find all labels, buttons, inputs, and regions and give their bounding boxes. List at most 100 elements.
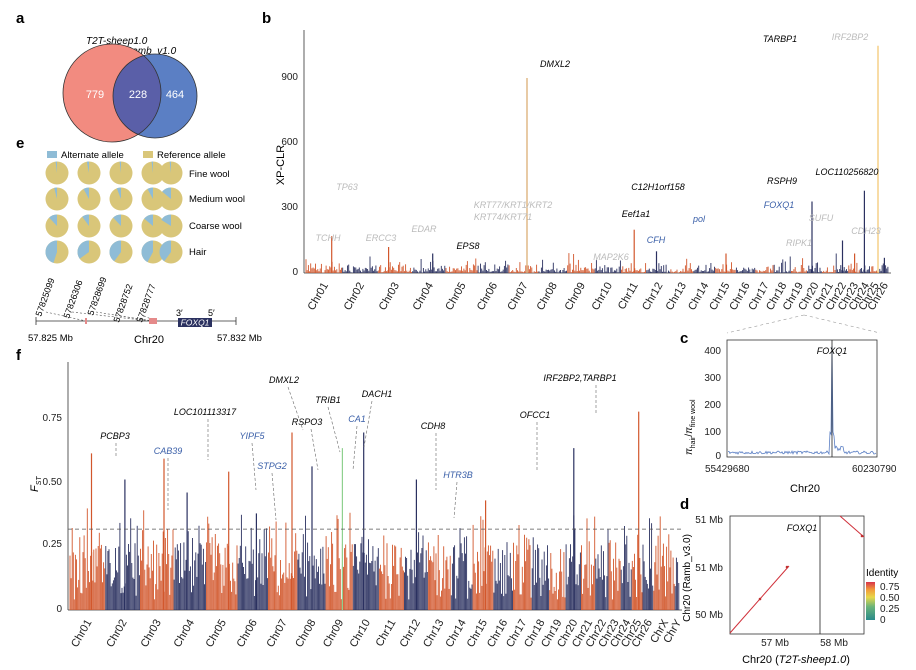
alt-allele-slice: [151, 161, 153, 173]
c-plot-frame: [726, 339, 878, 458]
b-ytick: 600: [281, 137, 298, 148]
d-legend-title: Identity: [866, 568, 898, 579]
b-gene: LOC110256820: [816, 167, 879, 177]
d-xlabel: Chr20 (T2T-sheep1.0): [742, 654, 850, 666]
alt-allele-slice: [82, 214, 89, 226]
snp-label: 57828777: [134, 283, 157, 324]
f-gene: RSPO3: [292, 417, 323, 427]
f-gene: PCBP3: [100, 431, 130, 441]
f-chr-label: Chr02: [104, 618, 129, 650]
f-chromosome-labels: Chr01 Chr02 Chr03 Chr04 Chr05 Chr06 Chr07 Chr08…: [69, 617, 684, 650]
venn-only2-count: 464: [166, 89, 184, 101]
alt-allele-slice: [161, 214, 171, 226]
b-chr-label: Chr05: [443, 281, 468, 313]
d-ytick: 51 Mb: [695, 515, 723, 526]
b-ytick: 900: [281, 72, 298, 83]
f-gene: LOC101113317: [174, 407, 237, 417]
alt-allele-slice: [169, 161, 171, 173]
snp-marker: [85, 318, 87, 324]
panel-d-letter: d: [680, 496, 689, 513]
region-left-coord: 57.825 Mb: [28, 333, 73, 344]
b-manhattan-bars: [305, 45, 889, 273]
f-gene: CA1: [348, 414, 366, 424]
d-legend-tick: 0: [880, 615, 886, 626]
b-zoom-lines: [726, 314, 881, 334]
f-gene: TRIB1: [315, 395, 341, 405]
c-pi-ratio-line: [727, 345, 877, 456]
foxq1-gene-box: [178, 318, 212, 327]
b-gene: Eef1a1: [622, 209, 651, 219]
c-ylabel: πhair/πfine wool: [684, 399, 697, 455]
foxq1-gene-label: FOXQ1: [181, 318, 210, 328]
b-gene: TCHH: [316, 233, 341, 243]
snp-label: 57828699: [85, 276, 108, 317]
c-ytick: 300: [704, 373, 721, 384]
b-gene: FOXQ1: [764, 200, 795, 210]
d-alignment-upper: [839, 515, 865, 538]
f-gene: HTR3B: [443, 470, 473, 480]
strand-5-prime: 5′: [208, 308, 215, 318]
group-hair: Hair: [189, 247, 206, 258]
f-gene-leaders: [115, 385, 597, 521]
alt-allele-slice: [77, 240, 89, 259]
f-chr-label: Chr01: [69, 618, 94, 650]
legend-alt-swatch: [47, 151, 57, 158]
allele-pie-grid: [45, 161, 183, 264]
f-gene-labels: PCBP3 LOC101113317 DMXL2 RSPO3 TRIB1 DAC…: [100, 373, 616, 480]
legend-ref-swatch: [143, 151, 153, 158]
b-chr-label: Chr03: [377, 281, 402, 313]
b-chr-label: Chr01: [306, 281, 331, 313]
venn-overlap: [113, 54, 161, 138]
f-gene: YIPF5: [239, 431, 265, 441]
b-chr-label: Chr09: [563, 281, 588, 313]
alt-allele-slice: [55, 161, 57, 173]
alt-allele-slice: [144, 214, 153, 226]
f-manhattan-bars: [69, 411, 680, 610]
f-ytick: 0.75: [43, 413, 63, 424]
venn-both-count: 228: [129, 89, 147, 101]
f-ytick: 0: [56, 604, 62, 615]
d-foxq1-label: FOXQ1: [787, 523, 818, 533]
b-gene: EDAR: [411, 224, 437, 234]
snp-labels: 57825099 57826306 57828699 57828752 5782…: [33, 276, 157, 324]
b-chr-label: Chr11: [616, 281, 641, 312]
c-ytick: 100: [704, 427, 721, 438]
c-ytick: 400: [704, 346, 721, 357]
d-identity-colorbar: [866, 582, 875, 620]
alt-allele-slice: [49, 214, 57, 226]
b-gene: EPS8: [456, 241, 479, 251]
c-ytick: 0: [715, 451, 721, 462]
b-gene: DMXL2: [540, 59, 570, 69]
legend-ref-label: Reference allele: [157, 150, 226, 161]
d-xtick: 58 Mb: [820, 638, 848, 649]
d-ylabel: Chr20 (Ramb_v3.0): [682, 534, 693, 622]
b-gene-labels: DMXL2 TARBP1 IRF2BP2 C12H1orf158 RSPH9 L…: [316, 32, 881, 262]
d-plot-frame: [729, 515, 865, 635]
alt-allele-slice: [116, 187, 121, 199]
f-chr-label: Chr09: [321, 618, 346, 650]
b-gene: KRT77/KRT1/KRT2: [474, 200, 553, 210]
b-chr-label: Chr13: [664, 281, 689, 313]
f-gene: OFCC1: [520, 410, 551, 420]
venn-diagram: [62, 43, 198, 143]
b-gene: RIPK1: [786, 238, 812, 248]
f-chr-label: Chr08: [293, 618, 318, 650]
b-chr-label: Chr12: [640, 281, 665, 313]
b-gene: MAP2K6: [593, 252, 629, 262]
f-gene: CAB39: [154, 446, 183, 456]
b-ylabel: XP-CLR: [275, 145, 287, 185]
snp-marker-cluster: [149, 318, 157, 324]
panel-a-letter: a: [16, 10, 25, 27]
alt-allele-slice: [86, 161, 89, 173]
alt-allele-slice: [109, 240, 121, 262]
b-gene: C12H1orf158: [631, 182, 685, 192]
d-legend-tick: 0.75: [880, 582, 900, 593]
b-chr-label: Chr06: [475, 281, 500, 313]
c-xend: 60230790: [852, 464, 897, 475]
b-gene: SUFU: [809, 213, 834, 223]
alt-allele-slice: [45, 240, 57, 263]
b-chr-label: Chr08: [535, 281, 560, 313]
f-ytick: 0.25: [43, 539, 63, 550]
d-ytick: 51 Mb: [695, 563, 723, 574]
